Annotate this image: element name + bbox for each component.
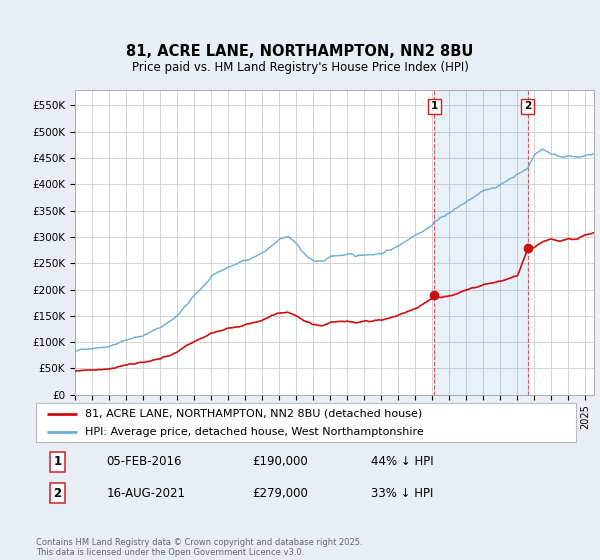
Text: 81, ACRE LANE, NORTHAMPTON, NN2 8BU: 81, ACRE LANE, NORTHAMPTON, NN2 8BU — [127, 44, 473, 59]
Text: 1: 1 — [430, 101, 437, 111]
Text: 2: 2 — [524, 101, 531, 111]
Text: 81, ACRE LANE, NORTHAMPTON, NN2 8BU (detached house): 81, ACRE LANE, NORTHAMPTON, NN2 8BU (det… — [85, 409, 422, 419]
Text: 1: 1 — [53, 455, 62, 468]
Text: Price paid vs. HM Land Registry's House Price Index (HPI): Price paid vs. HM Land Registry's House … — [131, 61, 469, 74]
Text: 33% ↓ HPI: 33% ↓ HPI — [371, 487, 433, 500]
Text: 05-FEB-2016: 05-FEB-2016 — [106, 455, 182, 468]
Bar — [434, 90, 527, 395]
Text: HPI: Average price, detached house, West Northamptonshire: HPI: Average price, detached house, West… — [85, 427, 424, 437]
Text: £190,000: £190,000 — [252, 455, 308, 468]
Text: £279,000: £279,000 — [252, 487, 308, 500]
Text: Contains HM Land Registry data © Crown copyright and database right 2025.
This d: Contains HM Land Registry data © Crown c… — [36, 538, 362, 557]
Text: 2: 2 — [53, 487, 62, 500]
Text: 44% ↓ HPI: 44% ↓ HPI — [371, 455, 433, 468]
Text: 16-AUG-2021: 16-AUG-2021 — [106, 487, 185, 500]
